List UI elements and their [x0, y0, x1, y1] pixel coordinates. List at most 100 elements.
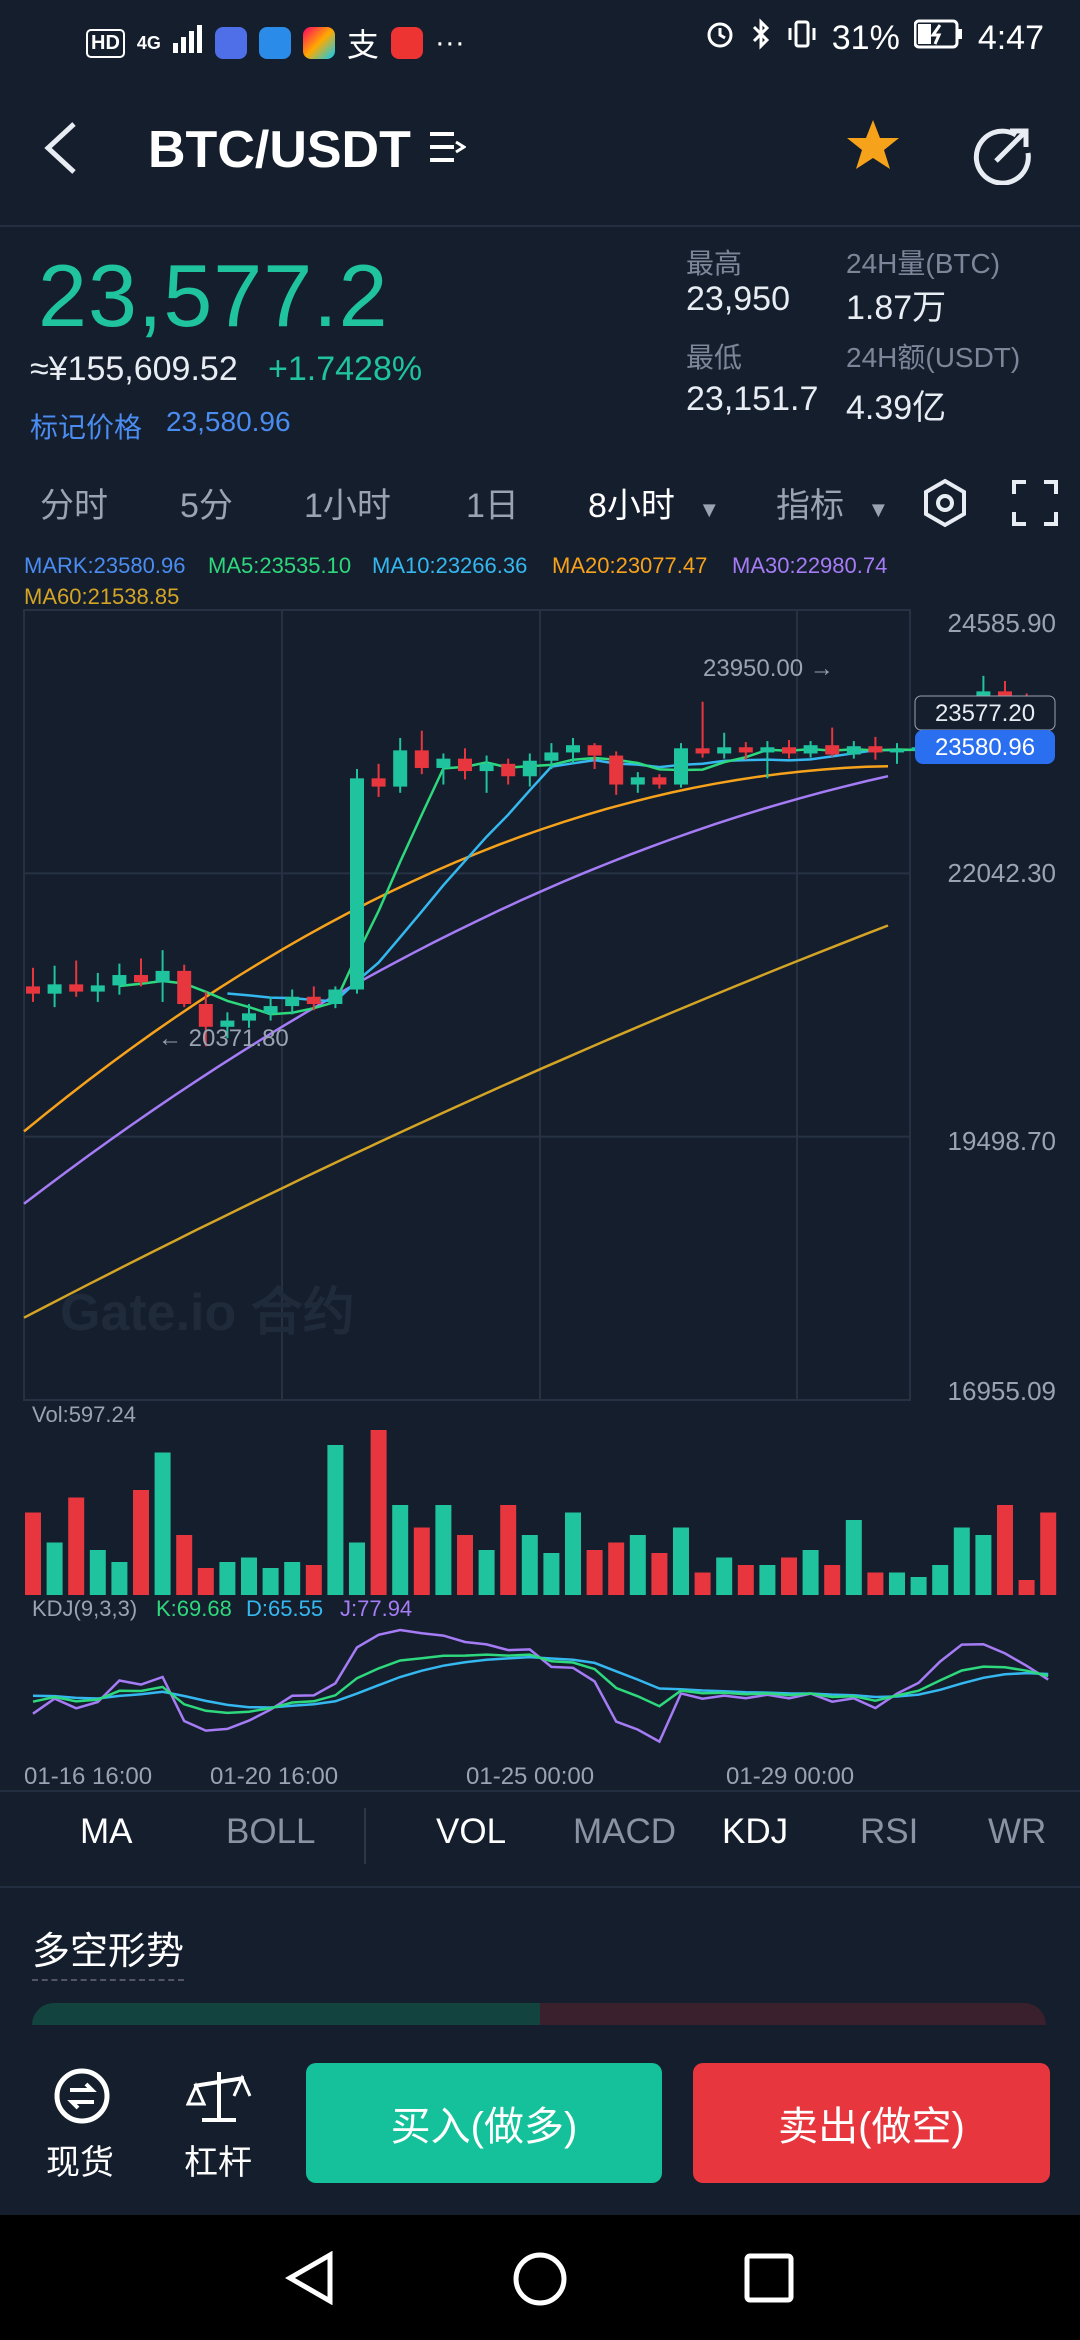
square-recents-icon[interactable]	[744, 2253, 794, 2303]
high-value: 23,950	[686, 280, 790, 318]
candle-body	[522, 760, 537, 777]
indicator-divider-bottom	[0, 1886, 1080, 1888]
candle-body	[566, 745, 580, 753]
volume-bar	[327, 1445, 344, 1595]
share-button[interactable]	[972, 123, 1034, 190]
tab-boll[interactable]: BOLL	[226, 1812, 316, 1851]
tab-ma[interactable]: MA	[80, 1812, 133, 1851]
volume-bar	[694, 1572, 711, 1595]
circle-home-icon[interactable]	[512, 2251, 568, 2307]
spot-button[interactable]: 现货	[46, 2066, 116, 2184]
candle-body	[26, 986, 40, 994]
fullscreen-button[interactable]	[1012, 480, 1058, 531]
price-axis-label: 19498.70	[948, 1126, 1056, 1156]
volume-bar	[89, 1550, 106, 1595]
volume-bar	[759, 1565, 776, 1595]
short-ratio-bar	[540, 2003, 1046, 2025]
candle-body	[69, 984, 84, 992]
gallery-app-icon	[302, 27, 335, 59]
candle-body	[90, 985, 105, 992]
favorite-button[interactable]	[843, 116, 903, 190]
leverage-label: 杠杆	[184, 2144, 252, 2182]
ma30-line	[23, 774, 889, 1205]
sell-short-button[interactable]: 卖出(做空)	[693, 2063, 1050, 2183]
kline-chart[interactable]: 24585.90 22042.30 19498.70 16955.09 Gate.io …	[0, 600, 1080, 1790]
list-icon	[430, 132, 467, 162]
volume-bar	[500, 1505, 517, 1595]
hexagon-gear-icon	[924, 478, 966, 528]
volume-bar	[781, 1557, 797, 1595]
pair-menu-button[interactable]	[428, 128, 467, 176]
volume-bar	[975, 1535, 992, 1595]
candle-body	[674, 748, 688, 785]
volume-bar	[629, 1535, 646, 1595]
tab-rsi[interactable]: RSI	[860, 1812, 919, 1851]
spot-exchange-icon	[54, 2068, 110, 2124]
tab-8hour[interactable]: 8小时 ▼	[588, 478, 720, 527]
volume-bar	[824, 1565, 841, 1595]
amount-24h-label: 24H额(USDT)	[846, 342, 1021, 373]
fullscreen-icon	[1012, 480, 1058, 526]
back-button[interactable]	[40, 118, 80, 192]
mark-price-tag	[915, 730, 1055, 764]
last-price-tag-text: 23577.20	[935, 700, 1035, 727]
kdj-k-line	[32, 1653, 1049, 1715]
time-axis-label: 01-16 16:00	[24, 1763, 152, 1790]
tab-1day[interactable]: 1日	[466, 487, 519, 525]
candle-body	[155, 970, 170, 983]
volume-bar	[953, 1527, 970, 1595]
kdj-d-value: D:65.55	[246, 1596, 323, 1621]
candle-body	[738, 747, 753, 753]
header: BTC/USDT	[0, 80, 1080, 225]
pair-title[interactable]: BTC/USDT	[148, 121, 411, 179]
triangle-back-icon[interactable]	[284, 2251, 336, 2305]
leverage-button[interactable]: 杠杆	[184, 2066, 264, 2184]
ma5-line	[119, 702, 1049, 1016]
candle-body	[825, 745, 840, 755]
tab-kdj[interactable]: KDJ	[722, 1812, 789, 1851]
time-axis-label: 01-20 16:00	[210, 1763, 338, 1790]
tab-5min[interactable]: 5分	[180, 487, 233, 525]
candle-body	[717, 747, 732, 754]
candle-body	[263, 1006, 278, 1014]
candle-body	[371, 778, 386, 787]
hd-badge: HD	[86, 28, 125, 58]
volume-bar	[219, 1562, 236, 1595]
candle-body	[198, 1004, 213, 1027]
volume-bar	[284, 1562, 301, 1595]
volume-bar	[889, 1572, 905, 1595]
tab-8hour-label: 8小时	[588, 487, 675, 525]
kdj-j-line	[32, 1628, 1049, 1744]
ma60-line	[23, 924, 889, 1319]
indicator-separator	[364, 1808, 366, 1864]
volume-bar	[608, 1542, 625, 1595]
volume-bar	[845, 1520, 862, 1595]
candle-body	[242, 1013, 256, 1021]
tab-vol[interactable]: VOL	[436, 1812, 507, 1851]
volume-bar	[111, 1562, 128, 1595]
volume-bar	[46, 1542, 63, 1595]
candle-body	[220, 1020, 235, 1027]
cny-price: ≈¥155,609.52	[30, 350, 238, 388]
watermark: Gate.io 合约	[60, 1284, 355, 1342]
balance-scale-icon	[185, 2072, 252, 2122]
volume-bar	[1018, 1580, 1035, 1595]
legend-ma5: MA5:23535.10	[208, 553, 352, 578]
tab-timeline[interactable]: 分时	[40, 487, 108, 525]
long-short-title: 多空形势	[32, 1920, 185, 1981]
candle-body	[782, 747, 796, 754]
mark-price-value: 23,580.96	[166, 406, 291, 437]
candle-body	[890, 749, 904, 753]
candle-body	[134, 975, 148, 983]
indicator-selector[interactable]: 指标 ▼	[776, 478, 889, 527]
chart-settings-button[interactable]	[920, 478, 970, 533]
tab-1hour[interactable]: 1小时	[304, 487, 391, 525]
tab-wr[interactable]: WR	[988, 1812, 1047, 1851]
candle-body	[630, 777, 645, 785]
volume-bar	[392, 1505, 409, 1595]
volume-24h-value: 1.87万	[846, 289, 947, 327]
tab-macd[interactable]: MACD	[573, 1812, 677, 1851]
legend-ma30: MA30:22980.74	[732, 553, 888, 578]
volume-bar	[565, 1512, 581, 1595]
buy-long-button[interactable]: 买入(做多)	[306, 2063, 662, 2183]
